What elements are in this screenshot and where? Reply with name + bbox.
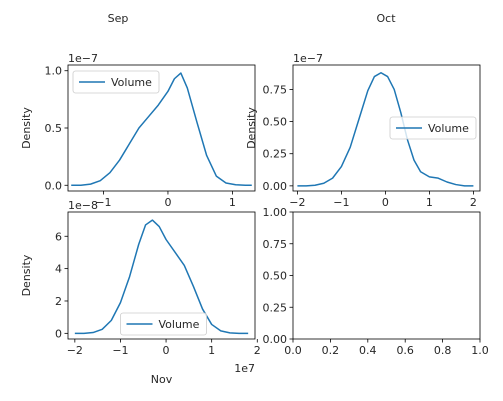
- x-tick-label: 1: [208, 344, 215, 357]
- x-tick-label: −1: [333, 196, 349, 209]
- subplot-3: −2 −1 0 1 2 0 2 4 6 1e−8 1e7 Density Nov Volume: [20, 199, 261, 386]
- legend: Volume: [389, 116, 477, 140]
- x-tick-label: 2: [254, 344, 261, 357]
- legend-box: [72, 70, 160, 94]
- y-offset-label: 1e−7: [293, 52, 323, 65]
- y-offset-label: 1e−8: [68, 199, 98, 212]
- y-tick-label: 0.50: [263, 270, 288, 283]
- x-tick-label: −1: [112, 344, 128, 357]
- x-axis-label: Nov: [151, 373, 173, 386]
- legend-label: Volume: [428, 122, 469, 135]
- x-tick-label: 0.0: [284, 344, 302, 357]
- x-tick-label: 1: [426, 196, 433, 209]
- x-tick-label: 1: [229, 196, 236, 209]
- legend-label: Volume: [159, 318, 200, 331]
- subplot-2: −2 −1 0 1 2 0.00 0.25 0.50 0.75 1e−7 Density Volume: [245, 52, 481, 209]
- series-line-volume: [74, 219, 249, 335]
- x-tick-label: 1.0: [471, 344, 489, 357]
- series-line-volume: [71, 72, 252, 187]
- y-tick-label: 0.25: [263, 148, 288, 161]
- x-tick-label: 0.6: [396, 344, 414, 357]
- subplot-title-sep: Sep: [108, 12, 129, 25]
- y-axis-label: Density: [20, 254, 33, 296]
- axes-frame: [67, 211, 256, 340]
- x-tick-label: −2: [289, 196, 305, 209]
- x-offset-label: 1e7: [234, 362, 255, 375]
- series-line-volume: [297, 71, 474, 187]
- x-tick-label: −1: [95, 196, 111, 209]
- x-tick-label: 0: [164, 196, 171, 209]
- axes-frame: [292, 64, 481, 192]
- x-tick-label: 0.2: [322, 344, 340, 357]
- subplot-4: 0.0 0.2 0.4 0.6 0.8 1.0 0.00 0.25 0.50 0.75 1.00: [263, 206, 489, 357]
- y-tick-label: 0.5: [45, 122, 63, 135]
- legend-box: [389, 116, 477, 140]
- x-tick-label: −2: [67, 344, 83, 357]
- legend: Volume: [120, 312, 207, 336]
- y-tick-label: 4: [55, 263, 62, 276]
- y-tick-label: 0.50: [263, 116, 288, 129]
- x-tick-label: 0: [163, 344, 170, 357]
- y-tick-label: 0.75: [263, 238, 288, 251]
- legend: Volume: [72, 70, 160, 94]
- subplot-title-oct: Oct: [376, 12, 396, 25]
- axes-frame: [292, 211, 481, 340]
- y-tick-label: 1.00: [263, 206, 288, 219]
- y-axis-label: Density: [245, 107, 258, 149]
- subplot-1: −1 0 1 0.0 0.5 1.0 1e−7 Density Volume: [20, 52, 256, 209]
- y-tick-label: 1.0: [45, 65, 63, 78]
- legend-box: [120, 312, 207, 336]
- y-tick-label: 0.0: [45, 179, 63, 192]
- y-tick-label: 2: [55, 295, 62, 308]
- y-tick-label: 0.00: [263, 180, 288, 193]
- x-tick-label: 0.4: [359, 344, 377, 357]
- y-tick-label: 0.25: [263, 301, 288, 314]
- y-offset-label: 1e−7: [68, 52, 98, 65]
- y-tick-label: 6: [55, 230, 62, 243]
- y-tick-label: 0.00: [263, 333, 288, 346]
- x-tick-label: 0: [382, 196, 389, 209]
- y-tick-label: 0: [55, 327, 62, 340]
- x-tick-label: 0.8: [434, 344, 452, 357]
- x-tick-label: 2: [470, 196, 477, 209]
- legend-label: Volume: [111, 76, 152, 89]
- y-tick-label: 0.75: [263, 83, 288, 96]
- y-axis-label: Density: [20, 107, 33, 149]
